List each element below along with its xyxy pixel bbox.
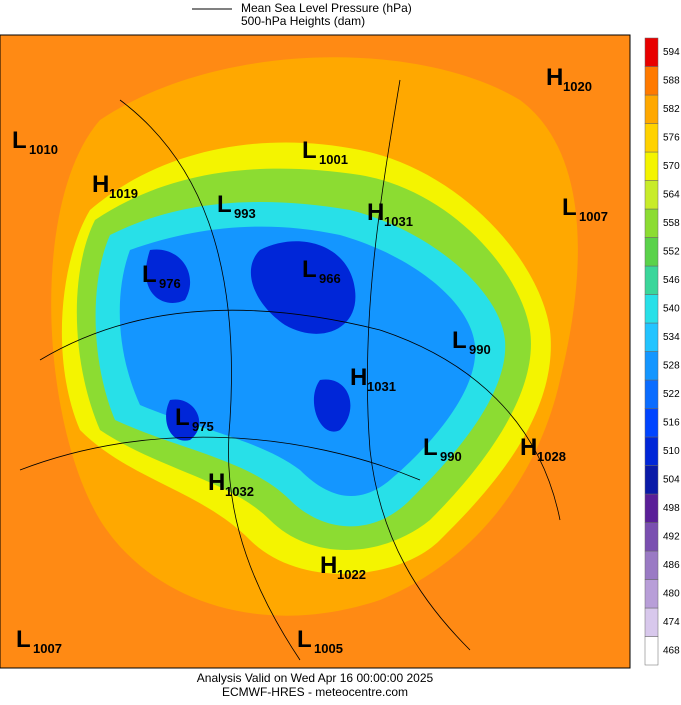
colorbar-cell <box>644 636 659 666</box>
colorbar-cell <box>644 379 659 409</box>
source: ECMWF-HRES - meteocentre.com <box>222 685 408 699</box>
colorbar: 468 474 480 486 492 498 504 510 516 522 528 534 540 5… <box>644 37 680 666</box>
line-label: Mean Sea Level Pressure (hPa) <box>241 1 412 15</box>
center-kind: L <box>142 261 157 288</box>
colorbar-cell <box>644 493 659 523</box>
valid-time: Analysis Valid on Wed Apr 16 00:00:00 20… <box>197 671 434 685</box>
colorbar-label: 552 <box>663 246 680 257</box>
colorbar-cell <box>644 37 659 67</box>
colorbar-label: 516 <box>663 417 680 428</box>
colorbar-label: 558 <box>663 218 680 229</box>
colorbar-label: 474 <box>663 617 680 628</box>
colorbar-cell <box>644 607 659 637</box>
center-value: 1031 <box>384 214 413 229</box>
colorbar-cell <box>644 265 659 295</box>
center-kind: L <box>217 191 232 218</box>
center-value: 1001 <box>319 152 348 167</box>
center-kind: H <box>520 434 537 461</box>
center-kind: H <box>208 469 225 496</box>
map-area <box>0 34 631 669</box>
height-core <box>145 241 356 441</box>
colorbar-cell <box>644 436 659 466</box>
colorbar-label: 468 <box>663 645 680 656</box>
colorbar-cell <box>644 522 659 552</box>
colorbar-label: 582 <box>663 104 680 115</box>
colorbar-cell <box>644 208 659 238</box>
center-kind: L <box>562 194 577 221</box>
colorbar-cell <box>644 408 659 438</box>
center-kind: L <box>16 626 31 653</box>
colorbar-cell <box>644 151 659 181</box>
colorbar-label: 522 <box>663 389 680 400</box>
colorbar-cell <box>644 465 659 495</box>
center-value: 975 <box>192 419 214 434</box>
center-kind: L <box>452 327 467 354</box>
colorbar-label: 528 <box>663 360 680 371</box>
colorbar-label: 546 <box>663 275 680 286</box>
center-kind: H <box>350 364 367 391</box>
colorbar-label: 504 <box>663 474 680 485</box>
center-value: 1007 <box>33 641 62 656</box>
colorbar-label: 486 <box>663 560 680 571</box>
center-value: 966 <box>319 271 341 286</box>
center-value: 1031 <box>367 379 396 394</box>
colorbar-label: 576 <box>663 132 680 143</box>
center-kind: L <box>302 256 317 283</box>
colorbar-label: 534 <box>663 332 680 343</box>
colorbar-label: 588 <box>663 75 680 86</box>
center-value: 990 <box>440 449 462 464</box>
center-value: 976 <box>159 276 181 291</box>
colorbar-label: 570 <box>663 161 680 172</box>
colorbar-label: 492 <box>663 531 680 542</box>
center-value: 1020 <box>563 79 592 94</box>
center-value: 1028 <box>537 449 566 464</box>
center-value: 1010 <box>29 142 58 157</box>
center-kind: H <box>92 171 109 198</box>
center-kind: H <box>546 64 563 91</box>
center-kind: H <box>320 552 337 579</box>
colorbar-label: 540 <box>663 303 680 314</box>
center-kind: L <box>175 404 190 431</box>
center-value: 1007 <box>579 209 608 224</box>
colorbar-cell <box>644 322 659 352</box>
colorbar-cell <box>644 237 659 267</box>
colorbar-cell <box>644 94 659 124</box>
center-value: 1005 <box>314 641 343 656</box>
colorbar-label: 480 <box>663 588 680 599</box>
center-kind: L <box>423 434 438 461</box>
fill-label: 500-hPa Heights (dam) <box>241 14 365 28</box>
center-value: 990 <box>469 342 491 357</box>
center-value: 1032 <box>225 484 254 499</box>
colorbar-cell <box>644 351 659 381</box>
center-kind: L <box>302 137 317 164</box>
colorbar-cell <box>644 550 659 580</box>
colorbar-cell <box>644 123 659 153</box>
colorbar-label: 564 <box>663 189 680 200</box>
colorbar-label: 594 <box>663 47 680 58</box>
center-kind: H <box>367 199 384 226</box>
height-band <box>119 226 476 497</box>
colorbar-label: 510 <box>663 446 680 457</box>
colorbar-cell <box>644 66 659 96</box>
center-kind: L <box>297 626 312 653</box>
center-value: 1022 <box>337 567 366 582</box>
colorbar-cell <box>644 294 659 324</box>
center-kind: L <box>12 127 27 154</box>
colorbar-cell <box>644 180 659 210</box>
colorbar-label: 498 <box>663 503 680 514</box>
center-value: 993 <box>234 206 256 221</box>
isobar <box>19 79 561 661</box>
center-value: 1019 <box>109 186 138 201</box>
colorbar-cell <box>644 579 659 609</box>
